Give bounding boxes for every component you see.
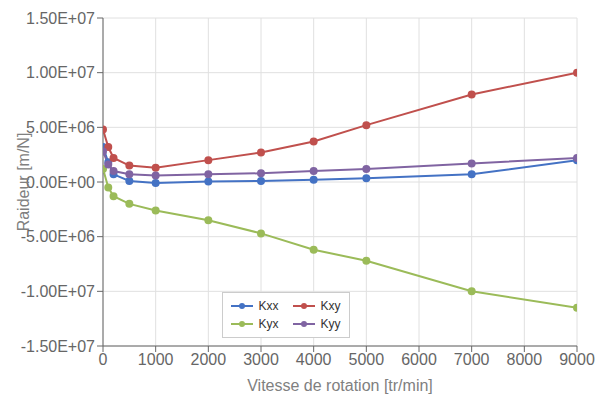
svg-text:7000: 7000 bbox=[454, 351, 490, 368]
svg-text:4000: 4000 bbox=[296, 351, 332, 368]
svg-text:3000: 3000 bbox=[243, 351, 279, 368]
svg-text:1000: 1000 bbox=[138, 351, 174, 368]
svg-text:2000: 2000 bbox=[191, 351, 227, 368]
svg-text:Raideur [m/N]: Raideur [m/N] bbox=[15, 133, 32, 232]
svg-text:9000: 9000 bbox=[559, 351, 595, 368]
html-text:Kxx: Kxx bbox=[258, 299, 279, 313]
html-text:Kyx: Kyx bbox=[258, 317, 279, 331]
svg-text:1.00E+07: 1.00E+07 bbox=[26, 64, 95, 81]
svg-text:0: 0 bbox=[99, 351, 108, 368]
svg-text:8000: 8000 bbox=[507, 351, 543, 368]
svg-text:5.00E+06: 5.00E+06 bbox=[26, 119, 95, 136]
svg-text:6000: 6000 bbox=[401, 351, 437, 368]
html-text:Kyy: Kyy bbox=[320, 317, 341, 331]
svg-text:1.50E+07: 1.50E+07 bbox=[26, 10, 95, 27]
html-text:Kxy: Kxy bbox=[320, 299, 341, 313]
svg-text:5000: 5000 bbox=[349, 351, 385, 368]
svg-text:-1.00E+07: -1.00E+07 bbox=[21, 283, 95, 300]
svg-text:Vitesse de rotation [tr/min]: Vitesse de rotation [tr/min] bbox=[247, 377, 433, 394]
svg-text:-1.50E+07: -1.50E+07 bbox=[21, 338, 95, 355]
svg-text:-5.00E+06: -5.00E+06 bbox=[21, 228, 95, 245]
svg-text:0.00E+00: 0.00E+00 bbox=[26, 174, 95, 191]
